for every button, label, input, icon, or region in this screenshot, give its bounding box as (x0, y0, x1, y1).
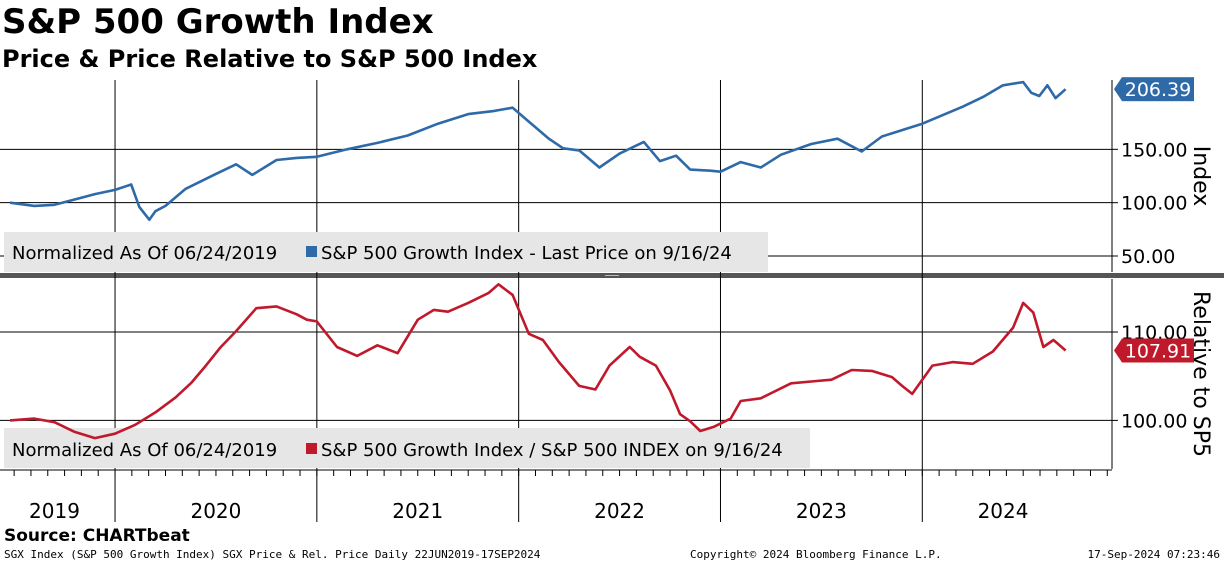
relative-tick-label: 100.00 (1121, 410, 1187, 432)
price-series-line (9, 80, 1067, 221)
price-legend-box (4, 232, 768, 272)
relative-last-value-pointer (1114, 338, 1122, 363)
price-last-value-pointer (1114, 77, 1122, 102)
relative-legend-box (4, 428, 810, 468)
x-tick-label: 2021 (392, 499, 443, 523)
price-tick-label: 50.00 (1121, 246, 1175, 268)
price-last-value-badge (1122, 77, 1194, 102)
relative-last-value-label: 107.91 (1125, 340, 1191, 362)
relative-legend-label: S&P 500 Growth Index / S&P 500 INDEX on … (321, 440, 783, 461)
relative-last-value-badge (1122, 338, 1194, 363)
source-note: Source: CHARTbeat (4, 526, 190, 546)
x-tick-label: 2022 (594, 499, 645, 523)
price-legend-swatch (306, 246, 317, 257)
chart-title: S&P 500 Growth Index (2, 2, 434, 42)
price-legend-note: Normalized As Of 06/24/2019 (12, 243, 277, 264)
footer-description: SGX Index (S&P 500 Growth Index) SGX Pri… (4, 548, 541, 561)
relative-legend-swatch (306, 443, 317, 454)
x-tick-label: 2019 (29, 499, 80, 523)
price-tick-label: 150.00 (1121, 139, 1187, 161)
footer-copyright: Copyright© 2024 Bloomberg Finance L.P. (690, 548, 942, 561)
price-axis-title: Index (1188, 146, 1213, 207)
price-legend-label: S&P 500 Growth Index - Last Price on 9/1… (321, 243, 732, 264)
price-last-value-label: 206.39 (1125, 79, 1191, 101)
relative-legend-note: Normalized As Of 06/24/2019 (12, 440, 277, 461)
relative-axis-title: Relative to SP5 (1188, 291, 1213, 457)
relative-series-line (10, 283, 1067, 440)
chart-subtitle: Price & Price Relative to S&P 500 Index (2, 45, 538, 73)
x-tick-label: 2024 (978, 499, 1029, 523)
price-tick-label: 100.00 (1121, 193, 1187, 215)
x-tick-label: 2020 (190, 499, 241, 523)
footer-timestamp: 17-Sep-2024 07:23:46 (1087, 548, 1220, 561)
x-tick-label: 2023 (796, 499, 847, 523)
